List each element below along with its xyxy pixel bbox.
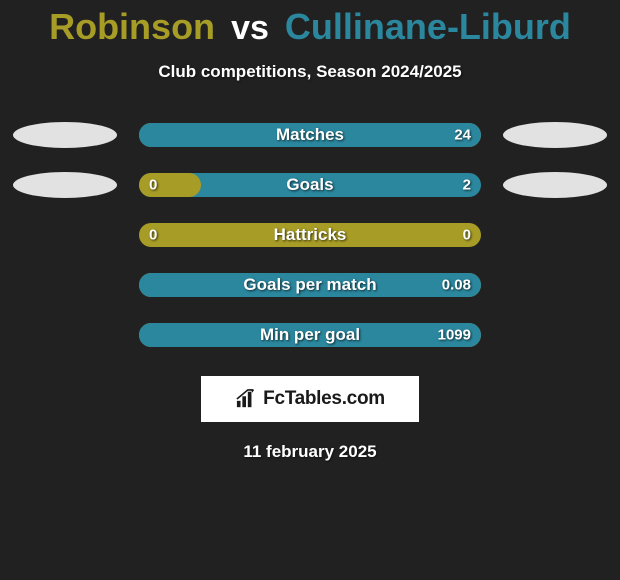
vs-separator: vs <box>231 9 269 47</box>
stat-row: Goals per match 0.08 <box>0 272 620 298</box>
stat-label: Matches <box>276 125 344 145</box>
stat-right-value: 0 <box>463 227 471 244</box>
player-right-name: Cullinane-Liburd <box>285 6 571 47</box>
right-oval-icon <box>503 122 607 148</box>
left-oval-icon <box>13 122 117 148</box>
stats-container: Matches 24 Goals 0 2 Hattricks 0 0 Goals per mat… <box>0 122 620 348</box>
right-oval-icon <box>503 172 607 198</box>
stat-bar: Goals 0 2 <box>139 173 481 197</box>
stat-label: Min per goal <box>260 325 360 345</box>
stat-right-value: 24 <box>454 127 471 144</box>
stat-row: Matches 24 <box>0 122 620 148</box>
stat-bar: Hattricks 0 0 <box>139 223 481 247</box>
stat-label: Goals per match <box>243 275 376 295</box>
stat-row: Hattricks 0 0 <box>0 222 620 248</box>
stat-left-value: 0 <box>149 177 157 194</box>
stat-bar: Goals per match 0.08 <box>139 273 481 297</box>
stat-left-value: 0 <box>149 227 157 244</box>
stat-right-value: 2 <box>463 177 471 194</box>
stat-label: Goals <box>286 175 333 195</box>
stat-row: Min per goal 1099 <box>0 322 620 348</box>
stat-label: Hattricks <box>274 225 347 245</box>
player-left-name: Robinson <box>49 6 215 47</box>
footer-date: 11 february 2025 <box>0 442 620 462</box>
left-oval-icon <box>13 172 117 198</box>
comparison-title: Robinson vs Cullinane-Liburd <box>0 0 620 48</box>
stat-row: Goals 0 2 <box>0 172 620 198</box>
footer-logo: FcTables.com <box>201 376 419 422</box>
stat-right-value: 0.08 <box>442 277 471 294</box>
bar-chart-icon <box>235 389 257 409</box>
logo-text: FcTables.com <box>263 388 385 410</box>
subtitle: Club competitions, Season 2024/2025 <box>0 62 620 82</box>
stat-right-value: 1099 <box>438 327 471 344</box>
stat-bar: Matches 24 <box>139 123 481 147</box>
stat-bar: Min per goal 1099 <box>139 323 481 347</box>
